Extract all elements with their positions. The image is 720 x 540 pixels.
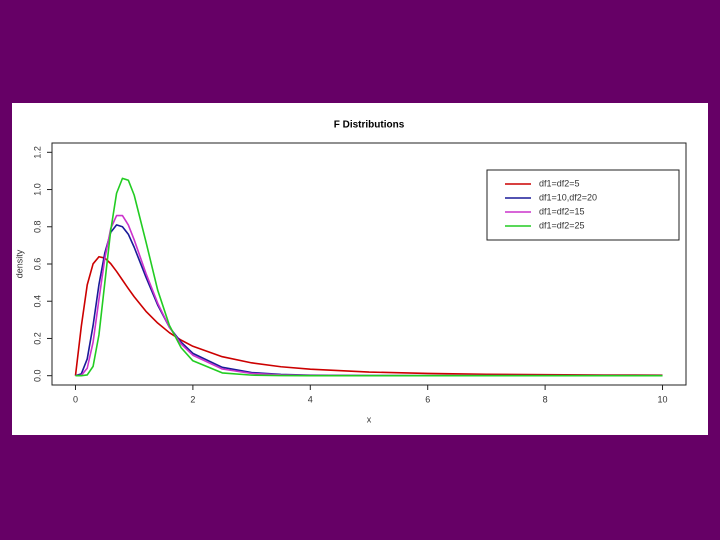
x-tick-label: 0: [73, 394, 78, 404]
x-tick-label: 2: [190, 394, 195, 404]
x-tick-label: 4: [308, 394, 313, 404]
y-tick-label: 0.6: [32, 258, 42, 271]
chart-title: F Distributions: [334, 120, 405, 131]
series-line: [75, 177, 663, 377]
x-tick-label: 6: [425, 394, 430, 404]
legend-label: df1=df2=15: [539, 206, 585, 216]
x-tick-label: 10: [658, 394, 668, 404]
x-axis-label: x: [367, 414, 372, 424]
y-tick-label: 1.2: [32, 146, 42, 159]
y-tick-label: 0.8: [32, 221, 42, 234]
x-tick-label: 8: [543, 394, 548, 404]
y-tick-label: 1.0: [32, 183, 42, 196]
legend-label: df1=10,df2=20: [539, 192, 597, 202]
y-tick-label: 0.0: [32, 369, 42, 382]
legend-label: df1=df2=5: [539, 178, 580, 188]
legend-label: df1=df2=25: [539, 220, 585, 230]
y-axis-label: density: [14, 249, 24, 278]
panel: [12, 103, 708, 435]
y-tick-label: 0.4: [32, 295, 42, 308]
series-line: [74, 255, 663, 376]
y-tick-label: 0.2: [32, 332, 42, 345]
legend-box: [486, 169, 680, 241]
